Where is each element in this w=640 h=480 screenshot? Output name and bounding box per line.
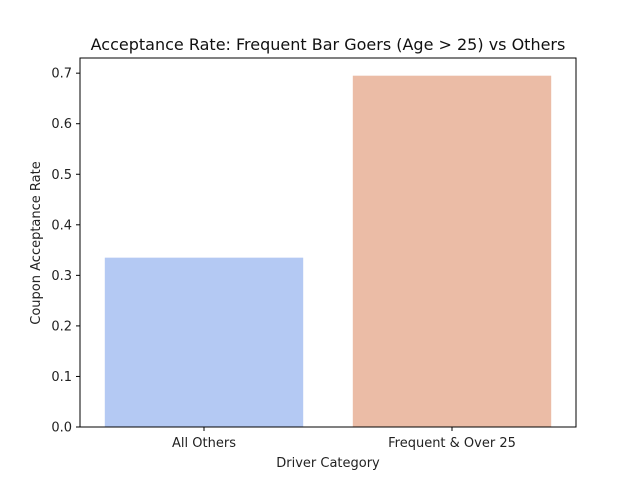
x-tick-label: All Others <box>172 436 236 451</box>
bar-frequent-over-25 <box>352 75 552 428</box>
y-axis-label: Coupon Acceptance Rate <box>29 161 44 324</box>
axes-frame <box>79 57 577 428</box>
y-tick-label: 0.2 <box>51 319 72 334</box>
y-tick-label: 0.1 <box>51 370 72 385</box>
x-axis-label: Driver Category <box>276 456 380 471</box>
y-tick-label: 0.7 <box>51 67 72 82</box>
x-tick-label: Frequent & Over 25 <box>388 436 516 451</box>
y-tick-label: 0.4 <box>51 218 72 233</box>
y-tick-label: 0.5 <box>51 168 72 183</box>
bar-all-others <box>104 257 304 427</box>
chart-title: Acceptance Rate: Frequent Bar Goers (Age… <box>91 35 566 54</box>
y-tick-label: 0.0 <box>51 421 72 436</box>
y-tick-label: 0.3 <box>51 269 72 284</box>
plot-area: 0.0 0.1 0.2 0.3 0.4 0.5 0.6 0.7 All Others Freque… <box>51 57 577 451</box>
y-tick-label: 0.6 <box>51 117 72 132</box>
